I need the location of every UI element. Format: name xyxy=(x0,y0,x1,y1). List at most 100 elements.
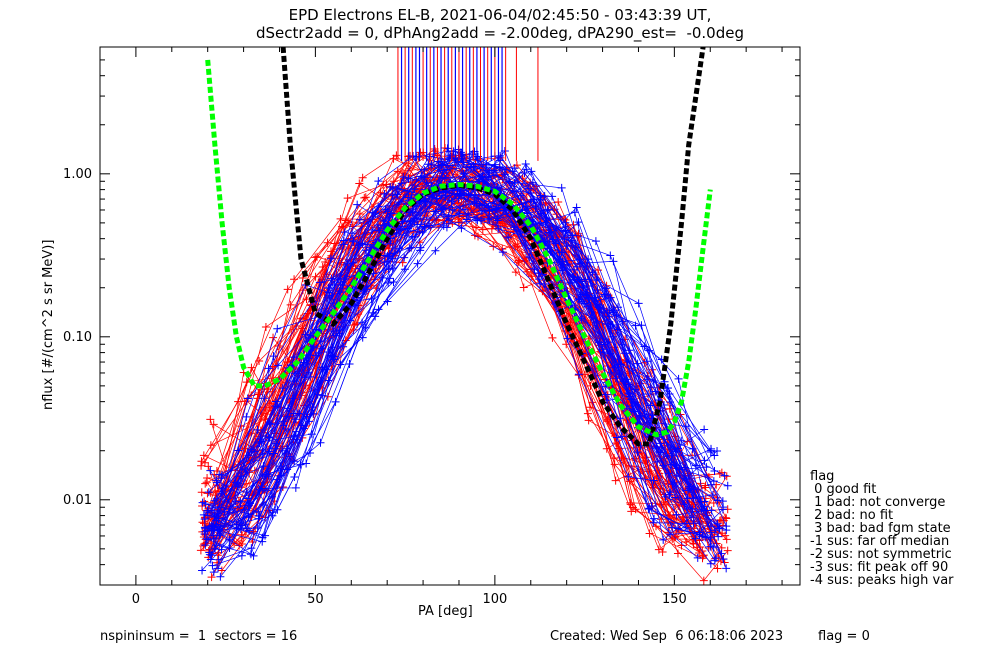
data-point xyxy=(572,203,581,212)
data-point xyxy=(723,481,732,490)
data-point xyxy=(454,194,463,203)
data-point xyxy=(200,527,209,536)
data-point xyxy=(374,305,383,314)
data-point xyxy=(384,265,393,274)
data-point xyxy=(699,576,708,585)
data-point xyxy=(673,444,682,453)
data-point xyxy=(434,216,443,225)
data-point xyxy=(668,480,677,489)
data-point xyxy=(714,532,723,541)
data-point xyxy=(722,564,731,573)
data-point xyxy=(360,193,369,202)
data-point xyxy=(261,531,270,540)
data-point xyxy=(290,369,299,378)
data-point xyxy=(600,290,609,299)
data-point xyxy=(316,337,325,346)
y-tick-label: 1.00 xyxy=(63,167,92,182)
data-point xyxy=(273,505,282,514)
data-point xyxy=(631,385,640,394)
data-point xyxy=(408,233,417,242)
data-point xyxy=(580,299,589,308)
legend-item: 1 bad: not converge xyxy=(810,495,946,510)
data-point xyxy=(207,573,216,582)
data-point xyxy=(318,363,327,372)
data-point xyxy=(278,384,287,393)
data-point xyxy=(260,394,269,403)
data-point xyxy=(490,160,499,169)
data-point xyxy=(406,217,415,226)
data-point xyxy=(493,214,502,223)
data-point xyxy=(425,221,434,230)
data-point xyxy=(709,477,718,486)
data-point xyxy=(323,392,332,401)
data-point xyxy=(231,497,240,506)
data-point xyxy=(701,483,710,492)
data-point xyxy=(206,466,215,475)
data-point xyxy=(672,510,681,519)
data-point xyxy=(498,248,507,257)
data-point xyxy=(202,478,211,487)
x-tick-label: 100 xyxy=(482,592,507,607)
data-point xyxy=(544,205,553,214)
data-point xyxy=(720,471,729,480)
data-point xyxy=(318,344,327,353)
data-point xyxy=(376,188,385,197)
data-point xyxy=(721,531,730,540)
axes: 0 50 100 150 0.01 0.10 1.00 xyxy=(63,46,801,607)
data-point xyxy=(290,377,299,386)
data-point xyxy=(374,177,383,186)
data-point xyxy=(410,185,419,194)
y-axis-label: nflux [#/(cm^2 s sr MeV)] xyxy=(41,239,56,410)
data-point xyxy=(674,374,683,383)
data-point xyxy=(212,494,221,503)
data-point xyxy=(348,229,357,238)
data-point xyxy=(254,514,263,523)
footer-nspin: nspininsum = 1 sectors = 16 xyxy=(100,629,298,644)
data-point xyxy=(235,541,244,550)
data-point xyxy=(442,223,451,232)
data-point xyxy=(296,460,305,469)
data-point xyxy=(210,511,219,520)
data-point xyxy=(661,492,670,501)
data-point xyxy=(710,466,719,475)
data-point xyxy=(361,193,370,202)
data-point xyxy=(346,316,355,325)
data-point xyxy=(584,416,593,425)
data-point xyxy=(504,233,513,242)
data-point xyxy=(389,278,398,287)
data-point xyxy=(489,171,498,180)
data-point xyxy=(618,317,627,326)
data-point xyxy=(464,190,473,199)
data-point xyxy=(237,472,246,481)
data-point xyxy=(326,254,335,263)
data-point xyxy=(199,451,208,460)
data-point xyxy=(548,333,557,342)
data-point xyxy=(723,546,732,555)
x-tick-label: 50 xyxy=(307,592,324,607)
data-point xyxy=(561,218,570,227)
data-point xyxy=(269,352,278,361)
data-point xyxy=(393,167,402,176)
data-point xyxy=(548,192,557,201)
data-point xyxy=(197,457,206,466)
data-point xyxy=(253,425,262,434)
data-point xyxy=(209,534,218,543)
data-point xyxy=(316,438,325,447)
data-point xyxy=(681,519,690,528)
data-point xyxy=(207,526,216,535)
data-point xyxy=(355,215,364,224)
data-point xyxy=(250,466,259,475)
data-point xyxy=(214,564,223,573)
data-point xyxy=(434,157,443,166)
data-point xyxy=(437,191,446,200)
data-point xyxy=(395,244,404,253)
data-point xyxy=(353,200,362,209)
data-point xyxy=(446,151,455,160)
data-point xyxy=(265,419,274,428)
data-point xyxy=(371,312,380,321)
data-point xyxy=(237,551,246,560)
data-point xyxy=(645,529,654,538)
data-point xyxy=(687,513,696,522)
data-point xyxy=(329,327,338,336)
data-point xyxy=(339,240,348,249)
